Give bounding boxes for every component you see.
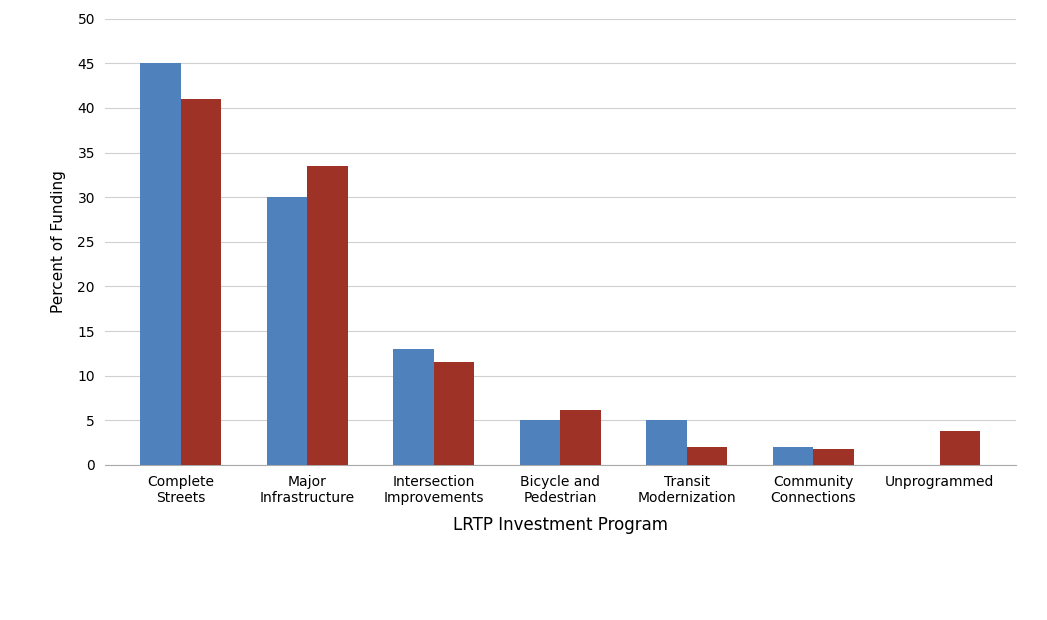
- Bar: [773, 447, 814, 465]
- Bar: [646, 420, 687, 465]
- Bar: [939, 431, 980, 465]
- Legend: LRTP Goal, FFYs 2022-26 TIP: LRTP Goal, FFYs 2022-26 TIP: [407, 616, 713, 620]
- Bar: [560, 410, 601, 465]
- Bar: [140, 63, 180, 465]
- X-axis label: LRTP Investment Program: LRTP Investment Program: [452, 516, 668, 534]
- Y-axis label: Percent of Funding: Percent of Funding: [51, 170, 66, 313]
- Bar: [267, 197, 307, 465]
- Bar: [687, 447, 727, 465]
- Bar: [394, 349, 433, 465]
- Bar: [307, 166, 348, 465]
- Bar: [814, 449, 853, 465]
- Bar: [519, 420, 560, 465]
- Bar: [180, 99, 221, 465]
- Bar: [433, 362, 474, 465]
